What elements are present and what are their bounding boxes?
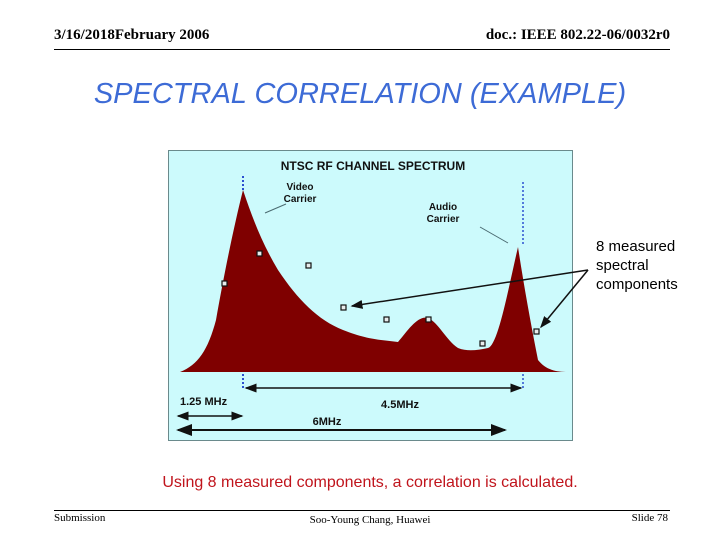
slide-title: SPECTRAL CORRELATION (EXAMPLE) [93,78,627,110]
header-divider [54,49,670,50]
measured-point-1 [221,280,228,287]
audio-carrier-label: Audio [429,202,457,213]
video-carrier-label: Video [286,182,313,193]
footer-slide-number: Slide 78 [631,512,668,524]
header-date: 3/16/2018February 2006 [54,27,210,43]
ntsc-spectrum-figure: NTSC RF CHANNEL SPECTRUM Video Carrier A… [168,150,573,441]
measured-point-8 [533,328,540,335]
callout-line-1: 8 measured [596,238,676,255]
measured-point-4 [340,304,347,311]
video-carrier-leader [264,203,287,214]
callout-arrow-left [350,269,589,309]
measured-point-7 [479,340,486,347]
audio-carrier-label-2: Carrier [427,214,460,225]
measured-point-5 [383,316,390,323]
dim-label-4-5mhz: 4.5MHz [381,399,419,411]
dim-label-1-25mhz: 1.25 MHz [180,396,228,408]
footer-author: Soo-Young Chang, Huawei [309,514,431,526]
callout-line-2: spectral [596,257,649,274]
callout-arrow-right [540,269,589,329]
figure-title: NTSC RF CHANNEL SPECTRUM [281,159,465,173]
footer-divider [54,510,670,511]
audio-carrier-leader [479,226,509,244]
measured-point-2 [256,250,263,257]
measured-point-6 [425,316,432,323]
slide-caption: Using 8 measured components, a correlati… [162,474,578,491]
header-doc-id: doc.: IEEE 802.22-06/0032r0 [485,27,670,43]
measured-point-3 [305,262,312,269]
video-carrier-label-2: Carrier [284,194,317,205]
spectrum-area [180,190,568,372]
measured-components-callout: 8 measured spectral components [596,237,706,294]
callout-line-3: components [596,276,678,293]
footer-submission: Submission [54,512,106,524]
measured-points [221,250,540,347]
